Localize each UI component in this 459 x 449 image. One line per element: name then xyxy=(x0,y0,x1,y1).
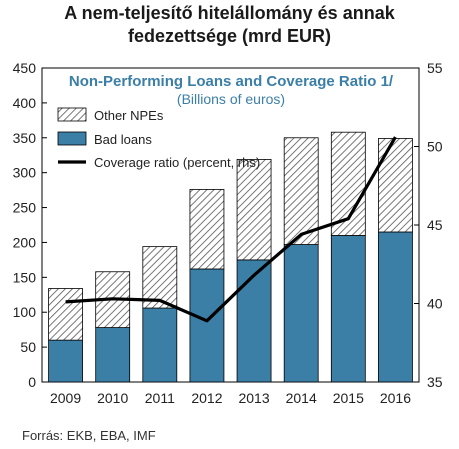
legend-label-other-npes: Other NPEs xyxy=(94,108,164,123)
tick-label-right-55: 55 xyxy=(427,60,443,76)
tick-label-right-35: 35 xyxy=(427,374,443,390)
source-note: Forrás: EKB, EBA, IMF xyxy=(22,428,156,443)
bar-other-npes-2009 xyxy=(48,288,83,341)
bar-bad-loans-2010 xyxy=(95,327,131,383)
x-tick-label-2013: 2013 xyxy=(238,390,269,406)
inner-chart-subtitle: (Billions of euros) xyxy=(177,91,285,107)
legend-swatch-bad-loans xyxy=(57,131,87,146)
chart-title: A nem-teljesítő hitelállomány és annak f… xyxy=(0,2,459,48)
tick-label-left-350: 350 xyxy=(13,130,37,146)
x-tick-label-2016: 2016 xyxy=(380,390,411,406)
tick-label-right-40: 40 xyxy=(427,296,443,312)
bar-other-npes-2014 xyxy=(283,137,319,245)
x-tick-label-2009: 2009 xyxy=(50,390,81,406)
inner-chart-title: Non-Performing Loans and Coverage Ratio … xyxy=(69,73,394,90)
bar-bad-loans-2016 xyxy=(378,231,413,383)
tick-label-right-50: 50 xyxy=(427,139,443,155)
legend-label-bad-loans: Bad loans xyxy=(94,132,152,147)
tick-label-left-150: 150 xyxy=(13,269,37,285)
tick-label-right-45: 45 xyxy=(427,217,443,233)
bar-other-npes-2013 xyxy=(236,159,272,261)
tick-label-left-400: 400 xyxy=(13,95,37,111)
x-tick-label-2011: 2011 xyxy=(145,390,175,406)
legend-swatch-other-npes xyxy=(57,107,87,122)
bar-bad-loans-2009 xyxy=(48,339,83,383)
bar-other-npes-2016 xyxy=(378,138,413,233)
bar-other-npes-2012 xyxy=(189,189,225,270)
x-tick-label-2014: 2014 xyxy=(286,390,317,406)
x-tick-label-2012: 2012 xyxy=(191,390,222,406)
tick-label-left-100: 100 xyxy=(13,304,37,320)
bar-bad-loans-2011 xyxy=(142,307,178,383)
bar-bad-loans-2012 xyxy=(189,268,225,383)
x-tick-label-2010: 2010 xyxy=(97,390,128,406)
bar-bad-loans-2015 xyxy=(330,235,366,383)
tick-label-left-300: 300 xyxy=(13,165,37,181)
chart-title-line-1: A nem-teljesítő hitelállomány és annak xyxy=(64,3,395,23)
tick-label-left-200: 200 xyxy=(13,234,37,250)
x-tick-label-2015: 2015 xyxy=(333,390,364,406)
chart-title-line-2: fedezettsége (mrd EUR) xyxy=(127,26,332,46)
line-coverage-ratio xyxy=(65,136,397,323)
tick-label-left-0: 0 xyxy=(28,374,36,390)
bar-bad-loans-2014 xyxy=(283,244,319,383)
tick-label-left-250: 250 xyxy=(13,200,37,216)
legend-label-coverage-ratio: Coverage ratio (percent, rhs) xyxy=(94,155,260,170)
bar-bad-loans-2013 xyxy=(236,259,272,383)
tick-label-left-50: 50 xyxy=(20,339,36,355)
tick-label-left-450: 450 xyxy=(13,60,37,76)
bar-other-npes-2011 xyxy=(142,246,178,309)
